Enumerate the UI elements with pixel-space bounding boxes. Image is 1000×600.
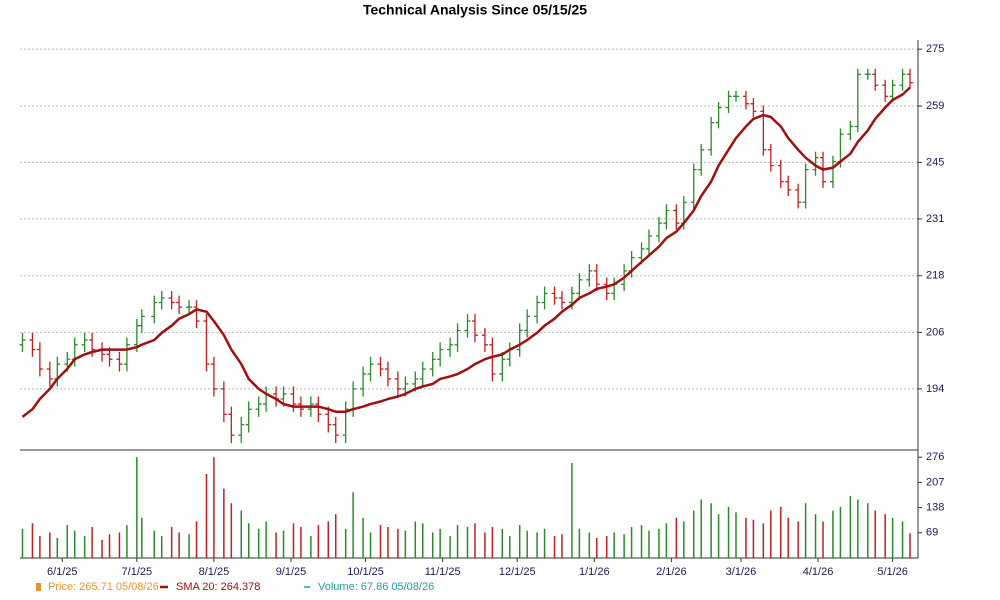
volume-tick-label: 276 (926, 451, 944, 463)
x-tick-label: 11/1/25 (425, 566, 461, 578)
y-tick-label: 231 (926, 213, 944, 225)
y-tick-label: 194 (926, 383, 944, 395)
legend-label: SMA 20: 264.378 (176, 581, 260, 593)
volume-tick-label: 207 (926, 476, 944, 488)
y-tick-label: 245 (926, 156, 944, 168)
legend-label: Price: 265.71 05/08/26 (48, 581, 159, 593)
x-tick-label: 12/1/25 (499, 566, 536, 578)
x-tick-label: 5/1/26 (877, 566, 908, 578)
y-tick-label: 206 (926, 326, 944, 338)
x-tick-label: 8/1/25 (199, 566, 230, 578)
y-tick-label: 259 (926, 100, 944, 112)
sma-line (21, 86, 911, 418)
x-tick-label: 4/1/26 (803, 566, 834, 578)
y-tick-label: 275 (926, 43, 944, 55)
volume-tick-label: 69 (926, 527, 938, 539)
x-tick-label: 3/1/26 (726, 566, 757, 578)
chart-title: Technical Analysis Since 05/15/25 (363, 2, 587, 18)
x-tick-label: 6/1/25 (47, 566, 78, 578)
x-tick-label: 9/1/25 (276, 566, 307, 578)
x-tick-label: 2/1/26 (656, 566, 687, 578)
x-tick-label: 10/1/25 (347, 566, 384, 578)
x-tick-label: 1/1/26 (579, 566, 610, 578)
legend-label: Volume: 67.86 05/08/26 (318, 581, 434, 593)
volume-tick-label: 138 (926, 502, 944, 514)
x-tick-label: 7/1/25 (122, 566, 153, 578)
y-tick-label: 218 (926, 270, 944, 282)
legend-swatch (36, 583, 41, 591)
